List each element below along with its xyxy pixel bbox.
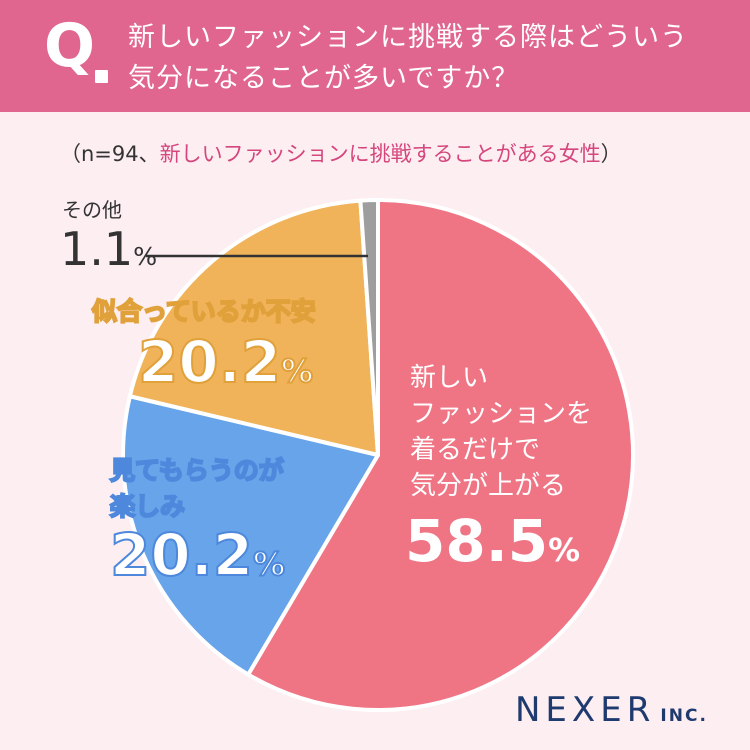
mood-up-label-line-2: ファッションを xyxy=(410,399,593,429)
sample-suffix: ） xyxy=(600,142,622,166)
other-value-unit: % xyxy=(133,242,158,271)
q-dot xyxy=(95,70,108,83)
look-forward-value-number: 20.2 xyxy=(109,521,254,589)
other-value: 1.1% xyxy=(60,226,157,272)
mood-up-slice xyxy=(246,198,635,712)
anxious-value: 20.2% xyxy=(137,332,314,392)
question-line-1: 新しいファッションに挑戦する際はどういう xyxy=(128,22,688,53)
mood-up-label: 新しい ファッションを 着るだけで 気分が上がる xyxy=(410,360,630,504)
other-slice xyxy=(358,198,380,457)
look-forward-slice xyxy=(121,394,380,677)
logo-main: NEXER xyxy=(515,690,656,730)
look-forward-label-line-2: 楽しみ xyxy=(109,491,186,522)
sample-note: （n=94、新しいファッションに挑戦することがある女性） xyxy=(60,138,740,168)
mood-up-label-line-3: 着るだけで xyxy=(410,435,541,465)
mood-up-label-line-4: 気分が上がる xyxy=(410,471,567,501)
logo-sub: INC. xyxy=(660,706,708,726)
question-line-2: 気分になることが多いですか？ xyxy=(128,63,520,94)
look-forward-label-line-1: 見てもらうのが xyxy=(109,455,285,486)
look-forward-value-unit: % xyxy=(252,545,286,583)
mood-up-value-unit: % xyxy=(548,531,581,569)
question-text: 新しいファッションに挑戦する際はどういう 気分になることが多いですか？ xyxy=(128,17,728,99)
question-header: Q 新しいファッションに挑戦する際はどういう 気分になることが多いですか？ xyxy=(0,0,750,112)
nexer-logo: NEXER INC. xyxy=(515,690,708,730)
sample-prefix: （n=94、 xyxy=(60,142,160,166)
anxious-value-unit: % xyxy=(280,352,314,390)
mood-up-value-number: 58.5 xyxy=(405,507,549,575)
look-forward-value: 20.2% xyxy=(109,525,286,585)
mood-up-label-line-1: 新しい xyxy=(410,363,489,393)
sample-group: 新しいファッションに挑戦することがある女性 xyxy=(159,142,601,166)
anxious-label: 似合っているか不安 xyxy=(91,296,317,327)
mood-up-value: 58.5% xyxy=(405,512,580,570)
q-mark: Q xyxy=(44,11,96,81)
anxious-slice xyxy=(127,198,380,457)
look-forward-label: 見てもらうのが 楽しみ xyxy=(109,453,330,525)
anxious-value-number: 20.2 xyxy=(137,328,282,396)
other-value-number: 1.1 xyxy=(60,222,134,276)
other-label: その他 xyxy=(62,198,122,222)
